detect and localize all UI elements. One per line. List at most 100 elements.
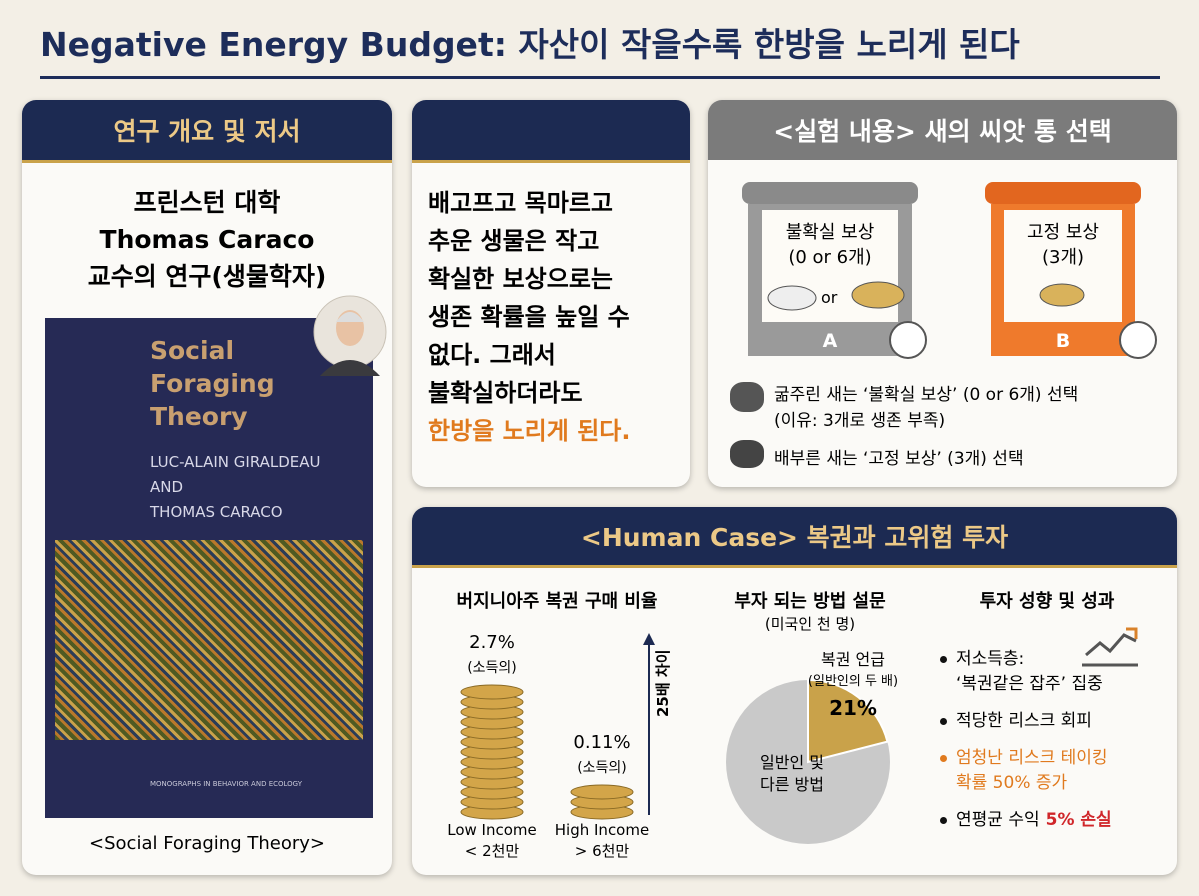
icon [889,321,927,359]
bullet-dot [940,718,947,725]
summary-header [412,100,690,163]
survey-subtitle: (미국인 천 명) [764,615,856,633]
option-b: 고정 보상 (3개) [1004,220,1122,270]
coin [460,684,524,700]
diff-arrow-head [643,633,655,645]
bullet-text: ‘복권같은 잡주’ 집중 [956,674,1103,694]
overview-panel: 연구 개요 및 저서 프린스턴 대학 Thomas Caraco 교수의 연구(… [22,100,392,875]
note: 굶주린 새는 ‘불확실 보상’ (0 or 6개) 선택 (이유: 3개로 생존… [774,382,1078,434]
option-label: 고정 보상 [1027,222,1099,243]
experiment-panel: <실험 내용> 새의 씨앗 통 선택 불확실 보상 (0 or 6개) or A… [708,100,1177,487]
bullet-line: ‘복권같은 잡주’ 집중 [956,672,1170,697]
title-rule [40,76,1160,79]
seed-bowl [1039,283,1085,307]
bullet-emphasis: 5% 손실 [1045,810,1112,830]
note-text: 굶주린 새는 ‘불확실 보상’ (0 or 6개) 선택 [774,385,1079,405]
overview-line: Thomas Caraco [99,225,315,254]
summary-line: 없다. 그래서 [428,341,556,369]
feeder-lid [742,182,918,204]
category-sub: < 2천만 [464,842,520,860]
summary-text: 배고프고 목마르고 추운 생물은 작고 확실한 보상으로는 생존 확률을 높일 … [428,184,630,450]
summary-line: 배고프고 목마르고 [428,189,613,217]
bullet-dot [940,755,947,762]
low-note: (소득의) [467,660,517,676]
book-series: MONOGRAPHS IN BEHAVIOR AND ECOLOGY [150,780,303,788]
slice-label-group: 복권 언급 (일반인의 두 배) 21% [798,649,908,719]
author-portrait [313,295,387,376]
bullet-line: 엄청난 리스크 테이킹 [956,746,1170,771]
bullet-line: 연평균 수익 5% 손실 [956,808,1170,833]
invest-title: 투자 성향 및 성과 [979,591,1115,612]
bullet-line: 확률 50% 증가 [956,771,1170,796]
option-detail: (0 or 6개) [788,247,872,268]
overview-header: 연구 개요 및 저서 [22,100,392,163]
overview-line: 교수의 연구(생물학자) [87,262,327,291]
slice-note: (일반인의 두 배) [807,674,899,689]
option-letter: A [822,330,838,352]
slice-label: 복권 언급 [821,650,885,669]
survey-pie [726,678,890,844]
book-author: AND [150,478,184,496]
rest-line: 다른 방법 [760,775,824,794]
bullet-text: 엄청난 리스크 테이킹 [956,748,1108,768]
title: Negative Energy Budget: 자산이 작을수록 한방을 노리게… [40,25,1020,64]
human-header: <Human Case> 복권과 고위험 투자 [412,507,1177,568]
note-sub: (이유: 3개로 생존 부족) [774,411,946,431]
overview-line: 프린스턴 대학 [133,188,281,217]
bullet-text: 적당한 리스크 회피 [956,711,1092,731]
option-a: 불확실 보상 (0 or 6개) [762,220,898,270]
icon [1119,321,1157,359]
lottery-title: 버지니아주 복권 구매 비율 [456,591,658,612]
book-title-line: Foraging [150,369,275,398]
feeders [742,182,1157,359]
portrait-body [320,360,380,376]
portrait-hair [336,312,364,322]
human-panel: <Human Case> 복권과 고위험 투자 버지니아주 복권 구매 비율 2… [412,507,1177,875]
coin [570,784,634,800]
pie-slice [807,678,889,764]
summary-line: 확실한 보상으로는 [428,265,613,293]
option-detail: (3개) [1041,247,1085,268]
low-value: 2.7% [469,632,515,653]
category: Low Income < 2천만 [432,820,552,862]
bullet-text: 확률 50% 증가 [956,773,1068,793]
category-sub: > 6천만 [574,842,630,860]
book-title-line: Theory [150,402,248,431]
note-text: 배부른 새는 ‘고정 보상’ (3개) 선택 [774,449,1024,469]
category-name: High Income [554,821,650,839]
bullet-dot [940,817,947,824]
diff-label: 25배 차이 [654,649,672,718]
rest-label: 일반인 및 다른 방법 [732,752,852,796]
bullet-line: 적당한 리스크 회피 [956,709,1170,734]
rest-line: 일반인 및 [760,753,824,772]
lottery-graphic [460,633,655,820]
option-or: or [821,288,838,307]
bullet: 저소득층: ‘복권같은 잡주’ 집중 [940,647,1170,697]
book-title: Social Foraging Theory [150,334,275,433]
bullet-line: 저소득층: [956,647,1170,672]
summary-panel: 배고프고 목마르고 추운 생물은 작고 확실한 보상으로는 생존 확률을 높일 … [412,100,690,487]
book-authors: LUC-ALAIN GIRALDEAU AND THOMAS CARACO [150,450,321,525]
summary-line: 추운 생물은 작고 [428,227,600,255]
book-caption: <Social Foraging Theory> [89,833,325,854]
summary-highlight: 한방을 노리게 된다. [428,417,631,445]
growth-arrow [1126,627,1138,639]
high-note: (소득의) [577,760,627,776]
book-title-line: Social [150,336,235,365]
growth-icon [1082,627,1138,667]
hungry-bird-icon [730,382,764,412]
bullet-text: 저소득층: [956,649,1025,669]
book-cover: Social Foraging Theory LUC-ALAIN GIRALDE… [45,318,373,818]
overview-lines: 프린스턴 대학 Thomas Caraco 교수의 연구(생물학자) [22,184,392,295]
book-author: THOMAS CARACO [150,503,283,521]
full-bowl [851,281,905,309]
high-value: 0.11% [573,732,631,753]
bullet: 적당한 리스크 회피 [940,709,1170,734]
slice-value: 21% [829,696,877,720]
experiment-header: <실험 내용> 새의 씨앗 통 선택 [708,100,1177,160]
option-letter: B [1055,330,1071,352]
summary-line: 생존 확률을 높일 수 [428,303,630,331]
